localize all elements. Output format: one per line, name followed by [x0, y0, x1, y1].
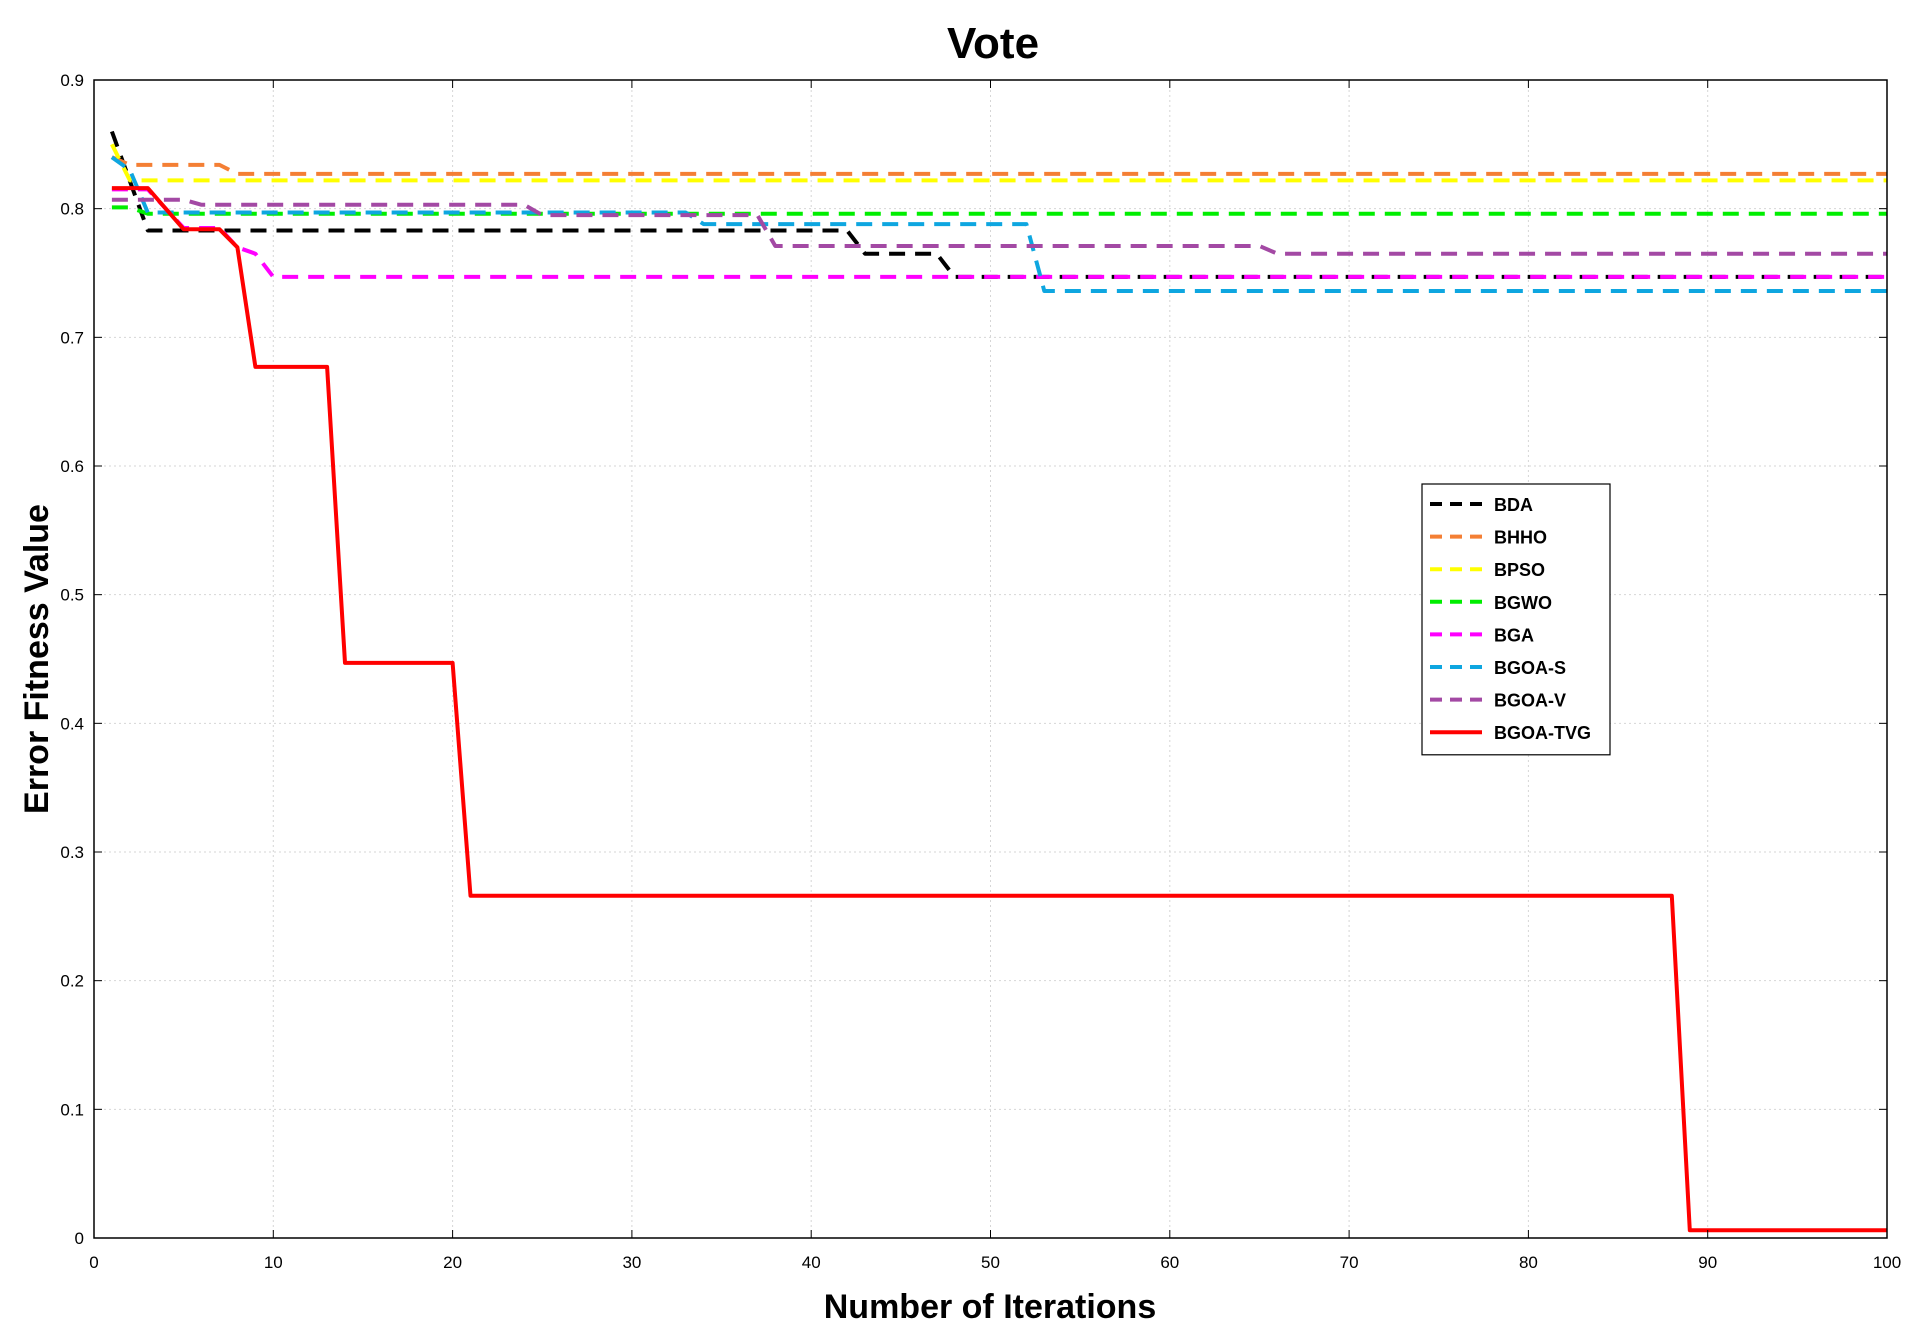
legend-label: BPSO [1494, 560, 1545, 580]
x-tick-label: 10 [264, 1253, 283, 1272]
x-tick-label: 70 [1340, 1253, 1359, 1272]
x-tick-label: 50 [981, 1253, 1000, 1272]
legend-label: BGWO [1494, 593, 1552, 613]
series-line-bgoa-tvg [111, 186, 1887, 1233]
series-line-bgwo [111, 205, 1887, 216]
x-tick-label: 30 [622, 1253, 641, 1272]
axis-ticks: 0 10 20 30 40 50 60 70 80 90 100 0 0.1 0.2 0.3 0.4 0.5 0.… [60, 71, 1901, 1272]
y-tick-label: 0.5 [60, 586, 84, 605]
legend-label: BHHO [1494, 528, 1547, 548]
plot-frame [93, 79, 1888, 1239]
y-tick-label: 0.9 [60, 71, 84, 90]
x-tick-label: 90 [1698, 1253, 1717, 1272]
grid [93, 79, 1888, 1239]
series-line-bhho [111, 155, 1887, 176]
series-line-bda [110, 130, 1887, 279]
series-line-bga [111, 187, 1887, 279]
legend-label: BGOA-S [1494, 658, 1566, 678]
x-tick-label: 40 [802, 1253, 821, 1272]
series-line-bgoa-v [111, 197, 1887, 256]
series-line-bpso [110, 143, 1887, 183]
y-tick-label: 0.2 [60, 972, 84, 991]
x-tick-label: 20 [443, 1253, 462, 1272]
series-group [110, 130, 1887, 1233]
y-tick-label: 0.8 [60, 200, 84, 219]
legend-label: BDA [1494, 495, 1533, 515]
legend-label: BGOA-V [1494, 691, 1566, 711]
x-tick-label: 0 [89, 1253, 98, 1272]
legend: BDA BHHO BPSO BGWO BGA BGOA-S BGOA-V BGOA-TVG [1421, 483, 1611, 756]
legend-label: BGOA-TVG [1494, 723, 1591, 743]
legend-label: BGA [1494, 625, 1534, 645]
y-tick-label: 0.4 [60, 714, 84, 733]
y-tick-label: 0.7 [60, 328, 84, 347]
y-tick-label: 0.6 [60, 457, 84, 476]
chart-title: Vote [947, 19, 1039, 68]
y-axis-label: Error Fitness Value [18, 504, 56, 814]
x-tick-label: 100 [1873, 1253, 1901, 1272]
x-tick-label: 60 [1160, 1253, 1179, 1272]
series-line-bgoa-s [110, 155, 1887, 293]
x-axis-label: Number of Iterations [824, 1288, 1156, 1326]
y-tick-label: 0 [75, 1229, 84, 1248]
legend-box [1421, 483, 1611, 756]
x-tick-label: 80 [1519, 1253, 1538, 1272]
y-tick-label: 0.3 [60, 843, 84, 862]
y-tick-label: 0.1 [60, 1100, 84, 1119]
